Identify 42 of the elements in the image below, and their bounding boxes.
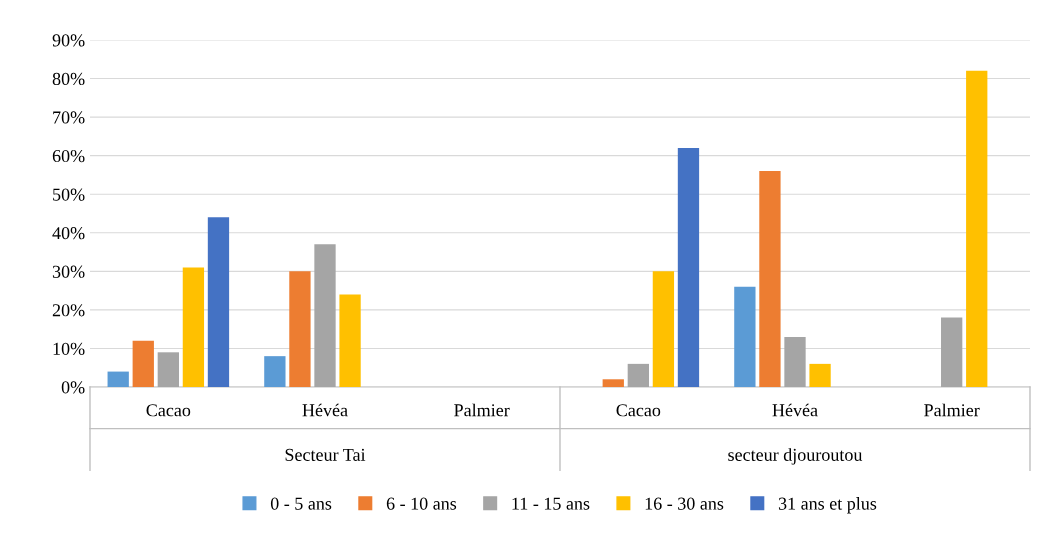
x-tick-label: Cacao <box>616 404 661 417</box>
bar <box>734 286 756 387</box>
bar <box>264 356 286 387</box>
bar <box>314 244 336 387</box>
y-tick-label: 10% <box>53 342 85 355</box>
y-tick-label: 0% <box>61 381 85 394</box>
x-tick-label: Cacao <box>146 404 191 417</box>
text: secteur djouroutou <box>728 448 863 465</box>
bar <box>677 147 700 387</box>
bar <box>941 317 963 387</box>
y-tick-label: 80% <box>52 72 85 86</box>
y-tick-label: 60% <box>52 149 85 163</box>
x-tick-label: Palmier <box>454 403 510 417</box>
y-tick-label: 70% <box>53 111 85 124</box>
y-tick-label: 20% <box>52 304 85 317</box>
y-tick-label: 40% <box>52 227 85 240</box>
x-tick-label: Hévéa <box>772 403 818 417</box>
bar <box>339 294 361 387</box>
bar <box>289 271 311 387</box>
bar <box>107 371 129 387</box>
bar <box>132 340 154 387</box>
legend-label: 16 - 30 ans <box>645 497 724 510</box>
legend-label: 11 - 15 ans <box>512 497 590 510</box>
bar <box>652 271 675 387</box>
bar <box>602 379 624 387</box>
x-tick-label: Hévéa <box>302 403 348 417</box>
legend-label: 0 - 5 ans <box>270 497 332 510</box>
bar <box>809 363 831 387</box>
legend-label: 6 - 10 ans <box>386 497 457 510</box>
bar <box>182 267 205 387</box>
x-tick-label: Palmier <box>924 403 980 417</box>
bar <box>207 217 230 387</box>
text: Secteur Tai <box>285 448 366 461</box>
bar <box>627 363 649 387</box>
y-tick-label: 50% <box>53 188 85 201</box>
bar <box>784 336 806 387</box>
legend-label: 31 ans et plus <box>778 497 877 514</box>
bar <box>157 352 179 387</box>
y-tick-label: 90% <box>52 34 85 47</box>
bar <box>759 171 781 387</box>
bar <box>966 70 988 387</box>
y-tick-label: 30% <box>52 265 85 278</box>
